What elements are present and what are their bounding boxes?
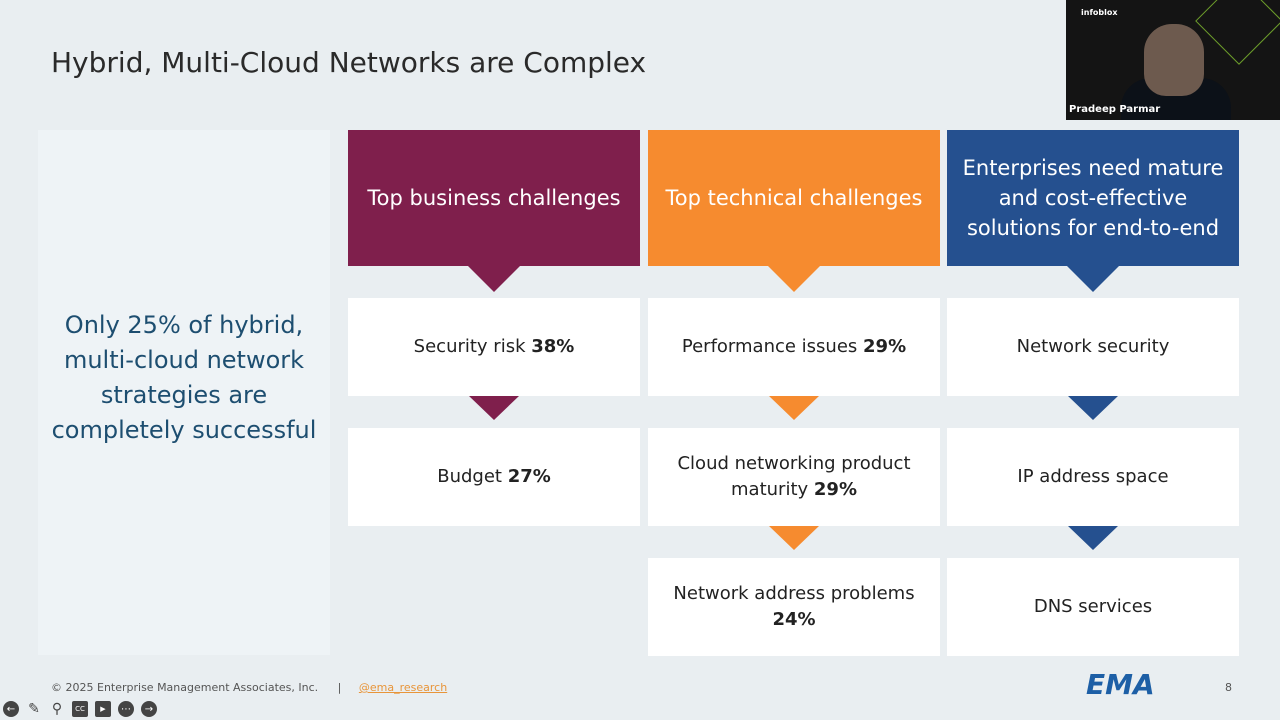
ema-logo: EMA — [1086, 668, 1155, 701]
card-label: Performance issues — [681, 336, 864, 357]
column-1: Top business challenges Security risk 38%… — [348, 130, 640, 660]
twitter-handle-link[interactable]: @ema_research — [358, 681, 448, 694]
card-label: IP address space — [1017, 466, 1169, 487]
challenge-card: IP address space — [947, 428, 1239, 526]
video-off-icon[interactable]: ▶ — [95, 701, 111, 717]
card-label: Network security — [1016, 336, 1170, 357]
challenge-card: DNS services — [947, 558, 1239, 656]
column-header: Top business challenges — [348, 130, 640, 292]
challenge-card: Network security — [947, 298, 1239, 396]
more-icon[interactable]: ⋯ — [118, 701, 134, 717]
down-arrow-icon — [1068, 396, 1118, 420]
card-label: Cloud networking product maturity — [677, 453, 917, 500]
column-2: Top technical challenges Performance issu… — [648, 130, 940, 660]
card-percent: 24% — [772, 609, 816, 630]
left-panel-text: Only 25% of hybrid, multi-cloud network … — [51, 310, 317, 444]
pen-icon[interactable]: ✎ — [28, 701, 40, 717]
video-brand: infoblox — [1081, 8, 1118, 17]
cc-icon[interactable]: CC — [72, 701, 88, 717]
card-label: Budget — [437, 466, 508, 487]
copyright: © 2025 Enterprise Management Associates,… — [51, 681, 319, 694]
column-header: Enterprises need mature and cost-effecti… — [947, 130, 1239, 292]
challenge-card: Network address problems 24% — [648, 558, 940, 656]
footer-separator: | — [337, 681, 342, 694]
challenge-card: Budget 27% — [348, 428, 640, 526]
footer: © 2025 Enterprise Management Associates,… — [51, 681, 447, 694]
page-number: 8 — [1225, 681, 1232, 694]
left-panel: Only 25% of hybrid, multi-cloud network … — [38, 130, 330, 655]
card-label: DNS services — [1033, 596, 1153, 617]
challenge-card: Security risk 38% — [348, 298, 640, 396]
search-icon[interactable]: ⚲ — [51, 701, 63, 717]
slide-title: Hybrid, Multi-Cloud Networks are Complex — [51, 46, 647, 79]
challenge-card: Performance issues 29% — [648, 298, 940, 396]
card-label: Security risk — [413, 336, 532, 357]
card-percent: 29% — [863, 336, 907, 357]
down-arrow-icon — [469, 396, 519, 420]
arrow-right-icon[interactable]: → — [141, 701, 157, 717]
speaker-video: infoblox Pradeep Parmar — [1066, 0, 1280, 120]
card-label: Network address problems — [673, 583, 921, 604]
challenge-card: Cloud networking product maturity 29% — [648, 428, 940, 526]
card-percent: 27% — [507, 466, 551, 487]
presentation-toolbar: ← ✎ ⚲ CC ▶ ⋯ → — [3, 701, 157, 717]
arrow-left-icon[interactable]: ← — [3, 701, 19, 717]
speaker-head — [1144, 24, 1204, 96]
background-pattern — [1195, 0, 1280, 65]
column-3: Enterprises need mature and cost-effecti… — [947, 130, 1239, 660]
speaker-name: Pradeep Parmar — [1069, 104, 1161, 115]
down-arrow-icon — [1068, 526, 1118, 550]
card-percent: 29% — [813, 479, 857, 500]
card-percent: 38% — [531, 336, 575, 357]
down-arrow-icon — [769, 526, 819, 550]
down-arrow-icon — [769, 396, 819, 420]
column-header: Top technical challenges — [648, 130, 940, 292]
